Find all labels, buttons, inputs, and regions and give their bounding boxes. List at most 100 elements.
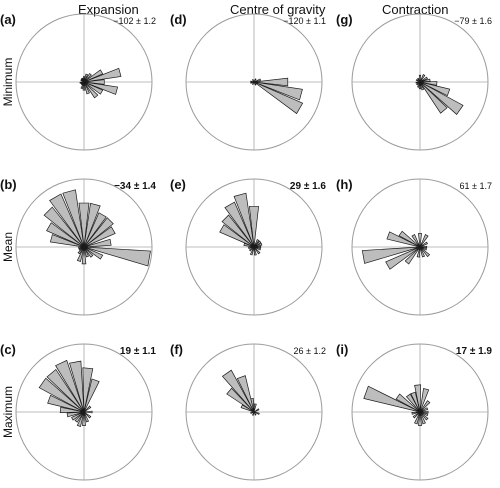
rose-wedge: [395, 393, 421, 413]
rose-wedge: [43, 206, 85, 248]
rose-wedge: [46, 368, 85, 413]
rose-wedge: [411, 411, 421, 415]
rose-wedge: [419, 81, 464, 115]
rose-wedge: [251, 81, 255, 85]
rose-panel: (h) 61 ± 1.7: [336, 177, 492, 316]
rose-wedge: [253, 246, 262, 251]
rose-wedge: [410, 391, 421, 413]
rose-wedge: [361, 246, 421, 264]
rose-wedge: [253, 77, 289, 87]
rose-wedge: [416, 81, 421, 86]
rose-panel: (g) −79 ± 1.6: [336, 12, 492, 151]
rose-wedge: [248, 246, 255, 252]
rose-wedge: [419, 246, 426, 258]
rose-wedge: [405, 393, 421, 413]
rose-wedge: [253, 78, 257, 83]
rose-wedge: [419, 234, 429, 248]
rose-wedge: [253, 239, 260, 248]
rose-wedge: [49, 234, 85, 248]
rose-wedge: [62, 189, 85, 248]
panel-letter: (f): [170, 342, 183, 357]
rose-wedge: [419, 411, 426, 425]
panel-letter: (c): [0, 342, 16, 357]
rose-wedge: [419, 81, 451, 97]
rose-wedge: [253, 403, 257, 413]
panel-stat-label: 61 ± 1.7: [460, 181, 492, 191]
rose-wedge: [253, 245, 262, 249]
panel-letter: (e): [170, 177, 186, 192]
rose-wedge: [419, 411, 429, 421]
rose-wedge: [83, 238, 112, 248]
rose-panel: (d) −120 ± 1.1: [170, 12, 326, 151]
column-title-contraction: Contraction: [382, 2, 448, 17]
rose-wedge: [253, 411, 260, 415]
rose-wedge: [83, 246, 151, 267]
rose-wedge: [240, 404, 255, 413]
panel-stat-label: −34 ± 1.4: [114, 181, 156, 192]
rose-wedge: [46, 222, 85, 248]
rose-wedge: [243, 242, 255, 248]
rose-wedge: [82, 81, 86, 91]
rose-wedge: [404, 246, 421, 265]
rose-wedge: [419, 245, 428, 249]
column-title-expansion: Expansion: [78, 2, 139, 17]
rose-wedge: [226, 387, 255, 413]
rose-wedge: [83, 69, 104, 83]
rose-panel: (a) −102 ± 1.2: [0, 12, 156, 151]
rose-wedge: [224, 201, 255, 248]
column-title-centre-of-gravity: Centre of gravity: [230, 2, 326, 17]
rose-wedge: [250, 80, 255, 83]
panel-stat-label: −120 ± 1.1: [283, 16, 326, 26]
rose-wedge: [83, 410, 93, 414]
rose-wedge: [47, 394, 85, 413]
rose-wedge: [251, 411, 255, 416]
rose-wedge: [412, 411, 421, 419]
rose-wedge: [418, 81, 422, 90]
rose-wedge: [74, 411, 85, 423]
rose-wedge: [80, 81, 85, 90]
rose-wedge: [83, 81, 99, 99]
rose-wedge: [253, 240, 262, 248]
rose-wedge: [415, 79, 421, 83]
rose-wedge: [363, 385, 421, 413]
panel-stat-label: 26 ± 1.2: [294, 346, 326, 356]
rose-wedge: [251, 79, 255, 83]
panel-stat-label: −79 ± 1.6: [454, 16, 492, 26]
rose-wedge: [233, 192, 255, 248]
panel-stat-label: 29 ± 1.6: [290, 181, 327, 192]
rose-wedge: [411, 234, 421, 248]
rose-wedge: [419, 246, 428, 251]
rose-wedge: [55, 359, 85, 413]
rose-wedge: [59, 406, 85, 413]
rose-wedge: [253, 246, 257, 256]
row-label-maximum: Maximum: [1, 386, 15, 438]
rose-wedge: [77, 246, 85, 255]
rose-wedge: [419, 81, 448, 114]
rose-wedge: [250, 411, 255, 415]
rose-panel: (e) 29 ± 1.6: [170, 177, 327, 316]
rose-wedge: [248, 246, 255, 249]
panel-stat-label: 17 ± 1.9: [456, 346, 493, 357]
rose-wedge: [419, 76, 428, 83]
rose-panel: (f) 26 ± 1.2: [170, 342, 326, 481]
rose-wedge: [253, 408, 260, 413]
rose-wedge: [83, 405, 92, 413]
rose-wedge: [69, 360, 85, 413]
rose-wedge: [418, 233, 422, 248]
panel-letter: (b): [0, 177, 17, 192]
rose-wedge: [76, 411, 85, 428]
rose-wedge: [250, 81, 255, 84]
rose-wedge: [83, 226, 116, 248]
rose-wedge: [419, 74, 426, 83]
rose-wedge: [414, 411, 421, 425]
rose-wedge: [419, 410, 429, 414]
rose-wedge: [83, 246, 94, 258]
rose-wedge: [386, 231, 421, 248]
rose-wedge: [83, 67, 122, 83]
rose-wedge: [416, 246, 421, 258]
rose-wedge: [253, 81, 303, 101]
rose-wedge: [80, 79, 85, 83]
rose-wedge: [83, 72, 92, 83]
rose-wedge: [83, 378, 100, 413]
